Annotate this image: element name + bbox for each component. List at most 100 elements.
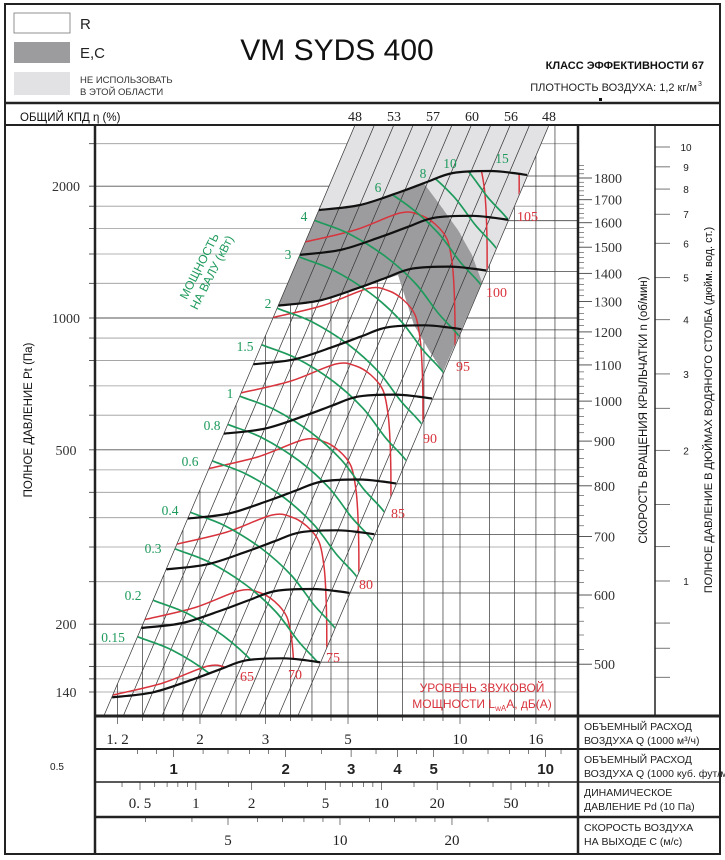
power-curve-label: 3 [285,247,292,262]
system-line [103,125,356,716]
power-curve-label: 10 [443,156,457,171]
page-title: VM SYDS 400 [240,34,433,67]
sound-title-line-2: МОЩНОСТИ LwAA, дБ(A) [412,697,551,713]
scale-tick-label: 10 [537,761,554,778]
system-line [181,125,433,716]
scale-title-line-1: СКОРОСТЬ ВОЗДУХА [584,822,693,834]
power-curve-label: 0.4 [162,503,179,518]
inch-tick-label: 10 [680,143,692,154]
efficiency-value: 48 [348,110,362,125]
pressure-tick-label: 1000 [52,312,80,327]
rpm-tick-label: 1600 [594,217,622,232]
system-line [278,125,530,716]
system-line [200,125,453,716]
inch-tick-label: 8 [683,185,689,196]
system-line [122,125,375,716]
rpm-tick-label: 1100 [594,359,621,374]
scale-tick-label: 20 [444,833,459,849]
efficiency-value: 57 [426,110,440,125]
speed-curves [111,169,528,699]
efficiency-row-label: ОБЩИЙ КПД η (%) [20,111,121,124]
inch-tick-label: 6 [683,239,689,250]
sound-curve-label: 105 [517,210,538,225]
legend-label-r: R [80,16,91,33]
rpm-tick-label: 1300 [594,296,622,311]
scale-title-line-2: ВОЗДУХА Q (1000 куб. фут/мин) [584,768,725,780]
sound-curve-85 [228,362,392,524]
scale-tick-label: 10 [374,796,389,812]
scale-title-line-2: ВОЗДУХА Q (1000 м³/ч) [584,735,699,747]
scale-tick-label: 10 [453,732,468,748]
efficiency-class: КЛАСС ЭФФЕКТИВНОСТИ 67 [546,60,704,72]
sound-title-line-1: УРОВЕНЬ ЗВУКОВОЙ [420,680,545,695]
speed-curve-800 [187,478,397,520]
legend-swatch-no-use [14,72,70,95]
air-density-text: ПЛОТНОСТЬ ВОЗДУХА: 1,2 кг/м [530,82,697,94]
inch-tick-label: 7 [683,210,689,221]
legend-swatch-r [13,12,71,34]
rpm-tick-label: 800 [594,480,615,495]
inch-tick-label: 9 [683,163,689,174]
rpm-tick-label: 500 [594,658,615,673]
rpm-axis: 500 600 700 800 900 1000 1100 1200 1300 1400 1500 1… [578,165,622,673]
scale-tick-label: 5 [322,796,330,812]
rpm-tick-label: 1000 [594,395,622,410]
pressure-tick-label: 140 [56,686,77,701]
pressure-tick-label: 200 [56,618,77,633]
scale-title-line-1: ДИНАМИЧЕСКОЕ [584,787,672,799]
pressure-axis: 140 200 500 1000 2000 [52,143,95,701]
power-curve-label: 8 [420,166,427,181]
sound-title-sub: wA [494,704,507,713]
sound-curve-90 [260,286,424,448]
scale-tick-label: 5 [429,761,437,778]
speed-curve-600 [141,587,350,630]
scale-tick-label: 2 [281,761,289,778]
frame [4,3,721,855]
system-line [297,125,550,716]
efficiency-value: 53 [387,110,401,125]
speed-curve-1600 [299,214,509,256]
legend-label-ec: E,C [80,45,105,62]
inch-axis: 1 2 3 4 5 6 7 8 9 10 [655,143,692,678]
power-curve-label: 0.15 [101,630,125,645]
scale-tick-label: 10 [332,833,347,849]
speed-curve-1200 [253,324,462,366]
marker-dot [599,98,602,101]
power-curve-label: 15 [495,151,509,166]
sound-curve-label: 85 [391,507,405,522]
power-curve-label: 1 [227,386,234,401]
pressure-tick-label: 2000 [52,180,80,195]
air-density-sup: 3 [698,81,702,88]
system-line [142,125,395,716]
rpm-tick-label: 900 [594,435,615,450]
legend-swatch-ec [14,42,70,63]
power-curve-0.4 [178,506,379,698]
power-curve-0.6 [199,455,401,663]
rpm-tick-label: 1400 [594,267,622,282]
efficiency-values: 48 53 57 60 56 48 [348,110,556,125]
sound-curve-label: 75 [326,651,340,666]
power-curve-label: 2 [265,296,272,311]
scale-tick-label: 4 [393,761,402,778]
curve-labels: 65 70 75 80 85 90 95 100 105 0.15 0.2 0.3 0.4 0.6 0.8 1… [101,151,538,685]
system-line [258,125,511,716]
power-curve-0.8 [215,418,416,626]
sound-curve-label: 80 [359,578,373,593]
power-curve-10 [351,171,527,306]
rpm-tick-label: 700 [594,530,615,545]
sound-curve-80 [196,437,360,599]
inch-tick-label: 3 [683,370,689,381]
scale-tick-label: 0. 5 [129,796,152,812]
sound-curve-label: 100 [486,286,507,301]
sound-curve-75 [164,513,328,675]
scale-title-line-2: ДАВЛЕНИЕ Pd (10 Па) [584,801,695,813]
scale-tick-label: 3 [262,732,270,748]
pressure-axis-title: ПОЛНОЕ ДАВЛЕНИЕ Pt (Па) [23,342,35,497]
efficiency-value: 48 [542,110,556,125]
sound-curve-label: 70 [288,668,302,683]
speed-curve-1800 [318,169,528,212]
rpm-tick-label: 1200 [594,326,622,341]
rpm-tick-label: 1700 [594,194,622,209]
rpm-tick-label: 1800 [594,172,622,187]
scale-tick-label: 5 [224,833,232,849]
